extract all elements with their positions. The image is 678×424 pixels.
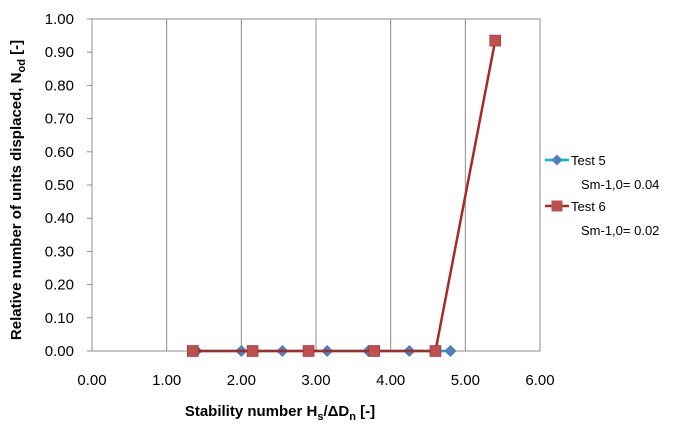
series-line (192, 40, 497, 353)
tick-labels: 0.00 1.00 2.00 3.00 4.00 5.00 6.00 0.00 0.10 0.20… (45, 11, 555, 389)
y-tick-label: 0.20 (45, 277, 74, 294)
x-axis-title: Stability number Hs/ΔDn [-] (185, 403, 375, 423)
legend-marker-test5 (551, 154, 563, 166)
legend-entry-test5: Test 5 Sm-1,0= 0.04 (545, 153, 659, 192)
grid (91, 19, 541, 351)
x-tick-label: 3.00 (301, 372, 330, 389)
data-point (444, 345, 457, 357)
series (187, 34, 502, 357)
x-tick-label: 2.00 (227, 372, 256, 389)
legend: Test 5 Sm-1,0= 0.04 Test 6 Sm-1,0= 0.02 (545, 153, 659, 238)
x-tick-label: 0.00 (77, 372, 106, 389)
y-tick-label: 1.00 (45, 11, 74, 28)
x-tick-label: 5.00 (451, 372, 480, 389)
y-tick-label: 0.10 (45, 310, 74, 327)
y-tick-label: 0.50 (45, 177, 74, 194)
data-point (429, 345, 442, 357)
legend-label-test5: Test 5 (571, 153, 606, 168)
y-tick-label: 0.30 (45, 243, 74, 260)
y-tick-label: 0.80 (45, 77, 74, 94)
y-tick-label: 0.90 (45, 44, 74, 61)
x-tick-label: 4.00 (376, 372, 405, 389)
legend-sublabel-test6: Sm-1,0= 0.02 (581, 223, 659, 238)
x-tick-label: 6.00 (525, 372, 554, 389)
legend-label-test6: Test 6 (571, 199, 606, 214)
data-point (489, 34, 502, 47)
data-point (368, 345, 381, 357)
x-tick-label: 1.00 (152, 372, 181, 389)
legend-entry-test6: Test 6 Sm-1,0= 0.02 (545, 199, 659, 238)
y-tick-label: 0.70 (45, 111, 74, 128)
y-tick-label: 0.60 (45, 144, 74, 161)
legend-marker-test6 (551, 200, 563, 212)
legend-sublabel-test5: Sm-1,0= 0.04 (581, 177, 659, 192)
data-point (302, 345, 315, 357)
y-axis-title: Relative number of units displaced, Nod … (8, 40, 28, 340)
y-tick-label: 0.00 (45, 343, 74, 360)
data-point (246, 345, 259, 357)
series-test-6 (187, 34, 502, 357)
y-tick-label: 0.40 (45, 210, 74, 227)
data-point (187, 345, 199, 357)
